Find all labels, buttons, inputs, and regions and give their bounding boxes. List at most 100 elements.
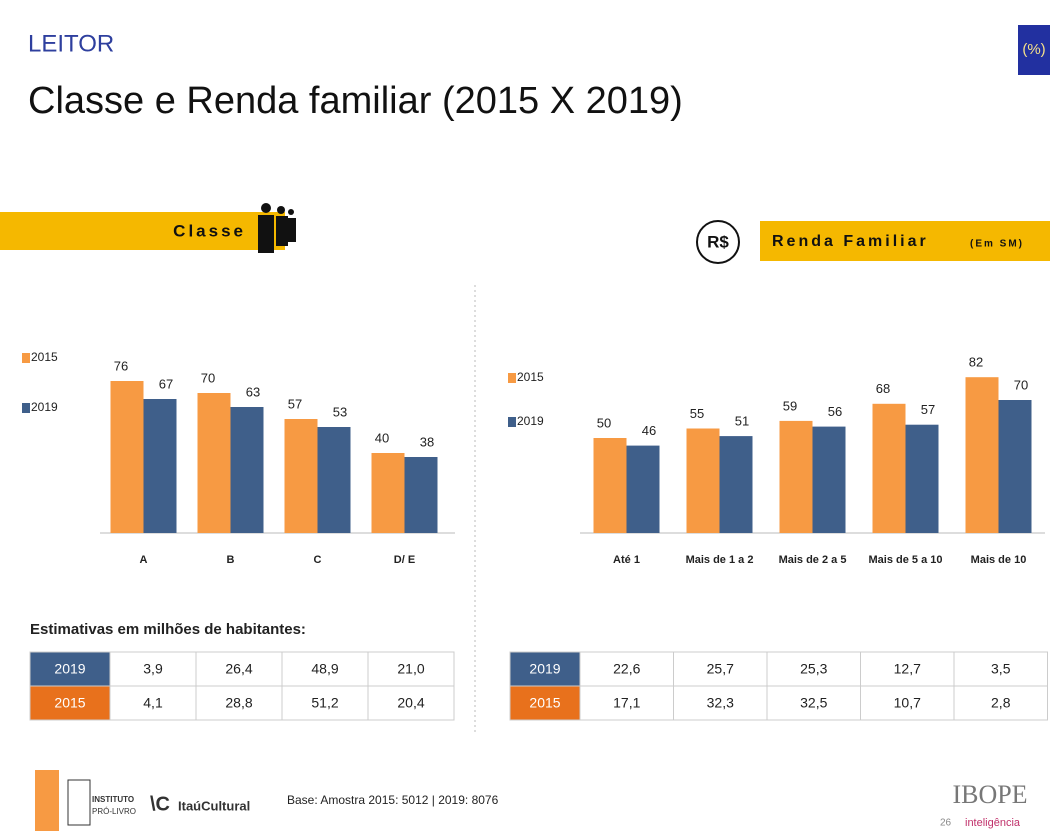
bar [998,400,1032,533]
bar [317,427,351,533]
table-value: 48,9 [311,661,338,677]
table-value: 26,4 [225,661,252,677]
table-cell [579,651,674,687]
unit-box [1018,25,1050,75]
data-label: 40 [375,430,389,445]
x-tick-label: Mais de 1 a 2 [686,554,754,566]
footer-accent [35,770,59,831]
table-value: 21,0 [397,661,424,677]
unit: (%) [1022,41,1045,58]
table-value: 25,3 [800,661,827,677]
table-value: 10,7 [894,695,921,711]
table-value: 28,8 [225,695,252,711]
data-label: 76 [114,358,128,373]
x-tick-label: C [314,554,322,566]
table-cell [195,685,283,721]
x-tick-label: B [227,554,235,566]
bar [230,407,264,533]
table-cell [579,685,674,721]
table-value: 17,1 [613,695,640,711]
bar [143,399,177,533]
legend-label: 2015 [517,370,544,384]
currency-symbol: R$ [707,232,729,251]
table-cell [953,685,1048,721]
data-label: 50 [597,415,611,430]
table-value: 51,2 [311,695,338,711]
table-value: 3,9 [143,661,163,677]
logo-mark: \C [150,793,170,815]
bar [197,393,231,533]
table-value: 2,8 [991,695,1011,711]
table-value: 32,5 [800,695,827,711]
chart-title: Classe [173,221,246,240]
page-number: 26 [940,818,952,829]
table-cell [29,685,111,721]
table-value: 3,5 [991,661,1011,677]
table-value: 25,7 [707,661,734,677]
header-bar [0,212,285,250]
bar [872,403,906,533]
data-label: 55 [690,406,704,421]
people-icon [258,203,296,253]
bar [110,381,144,533]
bar [905,424,939,533]
bar [371,453,405,533]
table-cell [29,651,111,687]
row-header: 2015 [529,695,560,711]
data-label: 63 [246,384,260,399]
bar [284,419,318,533]
legend-label: 2019 [517,414,544,428]
table-value: 12,7 [894,661,921,677]
x-tick-label: D/ E [394,554,415,566]
data-label: 68 [876,381,890,396]
title: Classe e Renda familiar (2015 X 2019) [28,80,683,122]
legend-label: 2019 [31,400,58,414]
x-tick-label: Mais de 5 a 10 [869,554,943,566]
brand-sub: inteligência [965,817,1021,829]
table-cell [766,685,861,721]
chart-title: Renda Familiar [772,233,929,250]
bar [404,457,438,533]
table-cell [953,651,1048,687]
data-label: 51 [735,414,749,429]
table-cell [281,685,369,721]
data-label: 57 [921,402,935,417]
bar [626,445,660,533]
table-value: 20,4 [397,695,424,711]
bar [965,377,999,533]
x-tick-label: Mais de 2 a 5 [779,554,847,566]
legend-swatch [508,417,516,427]
row-header: 2019 [529,661,560,677]
table-value: 22,6 [613,661,640,677]
table-cell [509,651,581,687]
legend-label: 2015 [31,350,58,364]
brand: IBOPE [952,780,1027,809]
bar [779,420,813,533]
base-note: Base: Amostra 2015: 5012 | 2019: 8076 [287,793,499,807]
bar [593,438,627,533]
legend-swatch [22,353,30,363]
logo-text: ItaúCultural [178,798,250,813]
data-label: 82 [969,355,983,370]
legend-swatch [22,403,30,413]
bar [686,428,720,533]
data-label: 70 [1014,377,1028,392]
section: LEITOR [28,30,114,57]
table-cell [509,685,581,721]
data-label: 70 [201,370,215,385]
table-cell [860,685,955,721]
table-cell [766,651,861,687]
table-cell [860,651,955,687]
row-header: 2015 [54,695,85,711]
bar [812,426,846,533]
estimates-title: Estimativas em milhões de habitantes: [30,621,306,638]
legend-swatch [508,373,516,383]
logo-text: INSTITUTO [92,795,134,804]
data-label: 67 [159,376,173,391]
logo-text: PRÓ-LIVRO [92,807,136,816]
table-value: 4,1 [143,695,163,711]
data-label: 38 [420,434,434,449]
data-label: 56 [828,404,842,419]
x-tick-label: A [140,554,148,566]
